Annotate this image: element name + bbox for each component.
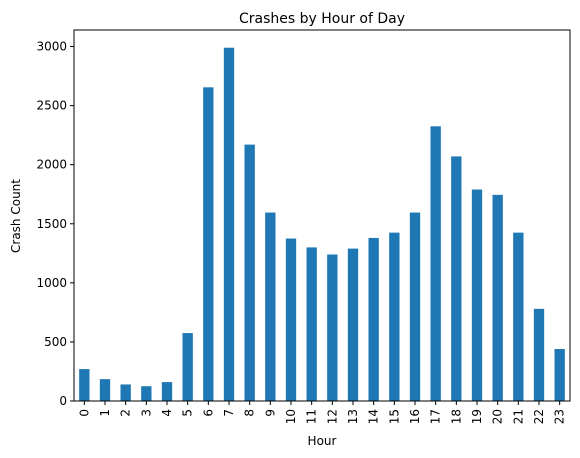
plot-frame (73, 29, 571, 402)
bar-hour-2 (120, 384, 131, 401)
bar-hour-21 (513, 232, 524, 401)
bar-hour-9 (265, 212, 276, 401)
bar-hour-12 (327, 254, 338, 401)
bar-hour-13 (347, 248, 359, 401)
x-axis: 0 1 2 3 4 5 6 7 8 9 10 11 12 13 14 15 16 17 18 19 20 21 22 23 (77, 401, 567, 424)
bar-hour-6 (203, 87, 214, 401)
x-tick-label: 0 (77, 409, 91, 417)
x-tick-label: 19 (470, 409, 484, 424)
x-tick-label: 22 (532, 409, 546, 424)
x-tick-label: 4 (160, 409, 174, 417)
y-tick-label: 3000 (36, 40, 67, 54)
y-axis-label: Crash Count (9, 179, 23, 253)
x-tick-label: 11 (305, 409, 319, 424)
y-tick-label: 2000 (36, 158, 67, 172)
y-tick-label: 500 (44, 335, 67, 349)
x-tick-label: 5 (181, 409, 195, 417)
x-tick-label: 23 (553, 409, 567, 424)
x-tick-label: 8 (243, 409, 257, 417)
x-tick-label: 16 (408, 409, 422, 424)
x-tick-label: 21 (511, 409, 525, 424)
x-tick-label: 10 (284, 409, 298, 424)
bar-hour-4 (161, 382, 173, 401)
bar-hour-20 (492, 194, 503, 401)
bar-hour-17 (430, 126, 441, 401)
bar-hour-8 (244, 144, 255, 401)
x-tick-label: 12 (325, 409, 339, 424)
bar-hour-5 (182, 333, 193, 401)
x-tick-label: 13 (346, 409, 360, 424)
bar-hour-1 (99, 379, 111, 401)
x-tick-label: 3 (139, 409, 153, 417)
y-tick-label: 1000 (36, 276, 67, 290)
y-tick-label: 0 (59, 394, 67, 408)
bar-hour-14 (368, 237, 379, 401)
y-tick-label: 1500 (36, 217, 67, 231)
x-tick-label: 14 (367, 409, 381, 424)
bar-hour-11 (306, 247, 317, 401)
bar-hour-10 (285, 238, 297, 401)
x-tick-label: 2 (119, 409, 133, 417)
y-tick-label: 2500 (36, 99, 67, 113)
x-tick-label: 6 (201, 409, 215, 417)
bar-hour-16 (409, 212, 421, 401)
chart-title: Crashes by Hour of Day (239, 11, 405, 27)
x-tick-label: 20 (491, 409, 505, 424)
bar-hour-3 (141, 386, 152, 401)
bar-hour-19 (471, 189, 483, 401)
x-tick-label: 15 (387, 409, 401, 424)
x-tick-label: 9 (263, 409, 277, 417)
bar-hour-23 (554, 349, 565, 401)
y-axis: 0 500 1000 1500 2000 2500 3000 (36, 40, 74, 408)
x-axis-label: Hour (308, 434, 337, 448)
bar-hour-22 (533, 308, 545, 401)
bar-hour-15 (389, 232, 400, 401)
bar-hour-0 (79, 369, 90, 401)
plot-area (73, 29, 571, 402)
bar-hour-7 (223, 47, 235, 401)
x-tick-label: 7 (222, 409, 236, 417)
x-tick-label: 1 (98, 409, 112, 417)
x-tick-label: 18 (449, 409, 463, 424)
bar-hour-18 (451, 156, 462, 401)
x-tick-label: 17 (429, 409, 443, 424)
